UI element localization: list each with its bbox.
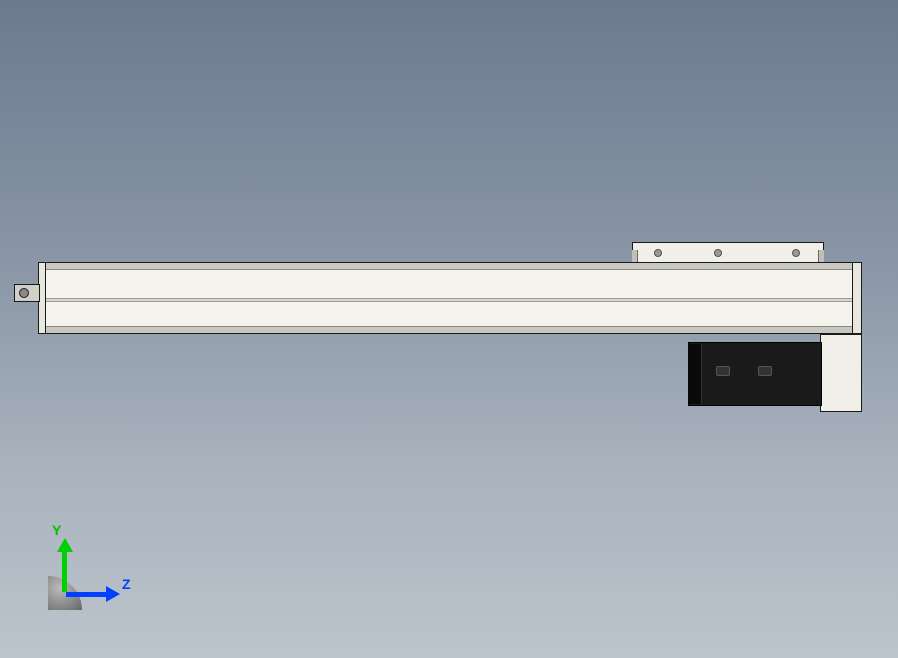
z-axis[interactable] <box>66 592 110 597</box>
motor-mounting-plate[interactable] <box>820 334 862 412</box>
bracket-hole <box>654 249 662 257</box>
rail-right-endcap[interactable] <box>852 262 862 334</box>
motor-terminal <box>758 366 772 376</box>
z-axis-arrow-icon <box>106 586 120 602</box>
y-axis-arrow-icon <box>57 538 73 552</box>
bracket-hole <box>714 249 722 257</box>
rail-middle-groove <box>44 298 854 302</box>
left-connector-bore <box>19 288 29 298</box>
coordinate-triad[interactable]: Y Z <box>48 530 128 610</box>
model-assembly[interactable] <box>14 240 876 420</box>
motor-body[interactable] <box>688 342 822 406</box>
rail-top-edge <box>44 262 854 270</box>
bracket-hole <box>792 249 800 257</box>
motor-terminal <box>716 366 730 376</box>
y-axis[interactable] <box>62 548 67 592</box>
rail-bottom-edge <box>44 326 854 334</box>
z-axis-label: Z <box>122 576 131 592</box>
motor-end-cap <box>688 344 702 404</box>
y-axis-label: Y <box>52 522 61 538</box>
cad-viewport[interactable]: Y Z <box>0 0 898 658</box>
